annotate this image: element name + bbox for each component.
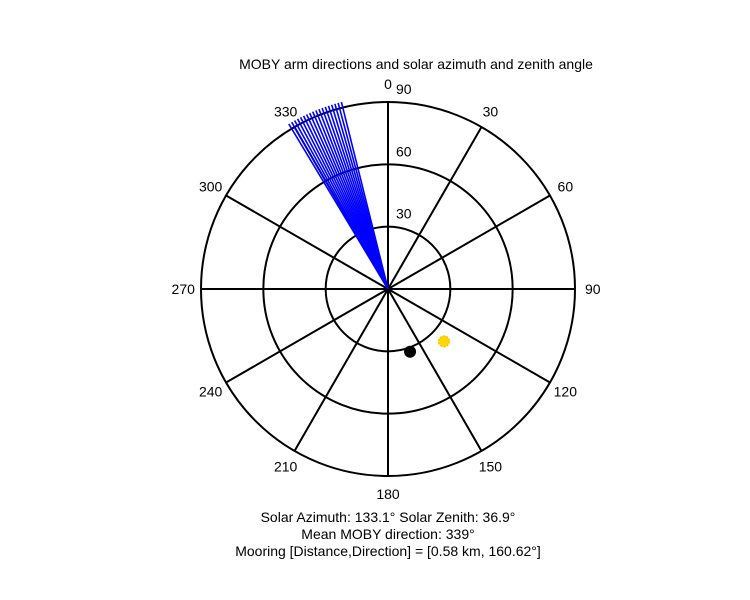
spoke-240 [225, 288, 389, 384]
radial-tick-label-30: 30 [396, 206, 412, 222]
angle-tick-label-150: 150 [479, 458, 503, 474]
angle-tick-label-210: 210 [274, 458, 298, 474]
chart-title: MOBY arm directions and solar azimuth an… [239, 56, 593, 72]
radial-tick-label-60: 60 [396, 143, 412, 159]
spoke-60 [387, 194, 551, 290]
mooring-marker [404, 345, 417, 358]
angle-tick-label-270: 270 [172, 281, 196, 297]
angle-tick-label-30: 30 [483, 104, 499, 120]
angle-tick-label-90: 90 [585, 281, 601, 297]
angle-tick-label-180: 180 [376, 486, 400, 502]
angle-tick-label-60: 60 [558, 179, 574, 195]
caption-mooring: Mooring [Distance,Direction] = [0.58 km,… [235, 543, 541, 559]
markers [404, 335, 450, 358]
spoke-150 [387, 288, 483, 452]
caption-moby-direction: Mean MOBY direction: 339° [301, 526, 474, 542]
spoke-120 [387, 288, 551, 384]
caption-solar: Solar Azimuth: 133.1° Solar Zenith: 36.9… [261, 509, 516, 525]
arm-direction-line-17 [340, 101, 389, 290]
angle-tick-label-120: 120 [554, 383, 578, 399]
tick-labels: 0 30 60 90 120 150 180 210 240 270 300 330 30 60 90 [172, 76, 601, 502]
moby-arm-directions [288, 101, 389, 290]
spoke-30 [387, 126, 483, 290]
angle-tick-label-240: 240 [199, 383, 223, 399]
radial-tick-label-90: 90 [396, 81, 412, 97]
angle-tick-label-300: 300 [199, 179, 223, 195]
solar-position-marker [437, 335, 450, 348]
angle-tick-label-0: 0 [384, 76, 392, 92]
spoke-210 [293, 288, 389, 452]
polar-grid [200, 101, 576, 477]
spoke-300 [225, 194, 389, 290]
angle-tick-label-330: 330 [274, 104, 298, 120]
